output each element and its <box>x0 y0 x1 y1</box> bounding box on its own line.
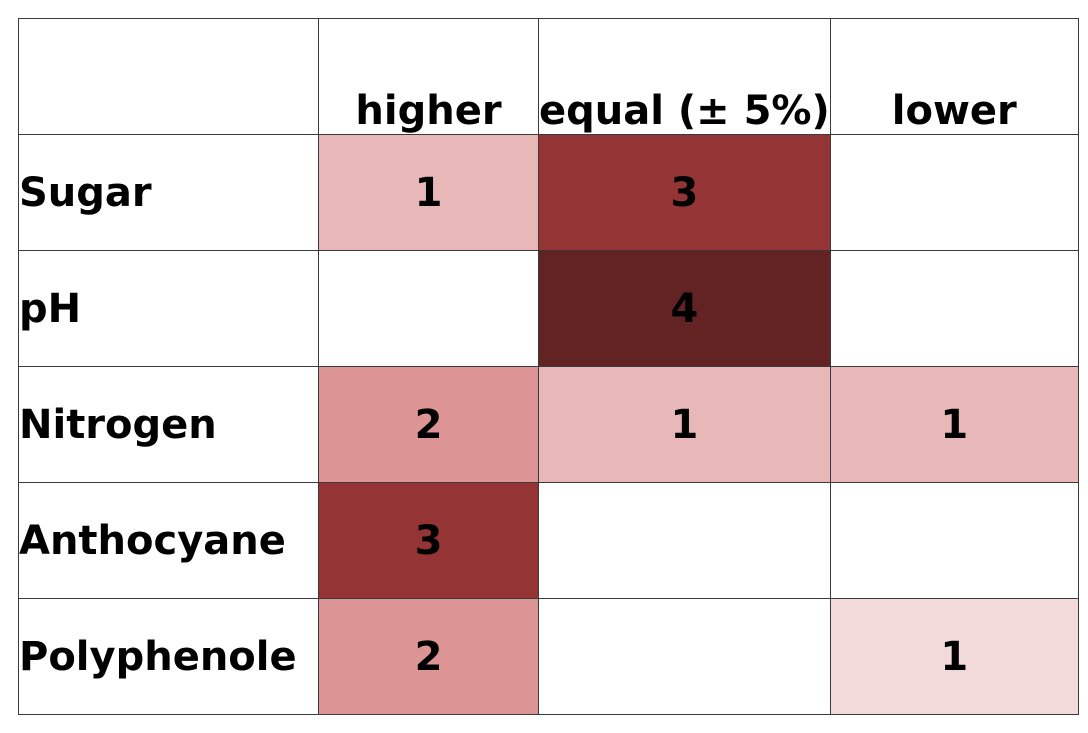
row-label: Polyphenole <box>18 598 319 715</box>
heatmap-cell-higher <box>318 250 539 367</box>
heatmap-cell-higher: 2 <box>318 366 539 483</box>
heatmap-cell-higher: 3 <box>318 482 539 599</box>
row-label: Sugar <box>18 134 319 251</box>
heatmap-cell-lower <box>829 134 1079 251</box>
header-row: higher equal (± 5%) lower <box>18 18 1079 135</box>
heatmap-cell-equal: 1 <box>538 366 831 483</box>
heatmap-cell-equal <box>538 482 831 599</box>
heatmap-cell-lower: 1 <box>829 366 1079 483</box>
heatmap-cell-lower <box>829 482 1079 599</box>
heatmap-cell-equal: 3 <box>538 134 831 251</box>
heatmap-cell-equal <box>538 598 831 715</box>
heatmap-row: Sugar 1 3 <box>18 134 1079 251</box>
row-label: Nitrogen <box>18 366 319 483</box>
heatmap-row: pH 4 <box>18 250 1079 367</box>
heatmap-row: Polyphenole 2 1 <box>18 598 1079 715</box>
corner-cell <box>18 18 319 135</box>
heatmap-cell-higher: 1 <box>318 134 539 251</box>
column-header-lower: lower <box>829 18 1079 135</box>
heatmap-body: Sugar 1 3 pH 4 Nitrogen 2 1 1 Anthocyane 3 Polyphen… <box>18 134 1079 715</box>
heatmap-row: Anthocyane 3 <box>18 482 1079 599</box>
heatmap-table: higher equal (± 5%) lower Sugar 1 3 pH 4 Nitr… <box>18 18 1079 715</box>
row-label: pH <box>18 250 319 367</box>
column-header-higher: higher <box>318 18 539 135</box>
heatmap-cell-lower: 1 <box>829 598 1079 715</box>
heatmap-cell-lower <box>829 250 1079 367</box>
row-label: Anthocyane <box>18 482 319 599</box>
column-header-equal: equal (± 5%) <box>538 18 831 135</box>
heatmap-row: Nitrogen 2 1 1 <box>18 366 1079 483</box>
heatmap-cell-higher: 2 <box>318 598 539 715</box>
heatmap-cell-equal: 4 <box>538 250 831 367</box>
